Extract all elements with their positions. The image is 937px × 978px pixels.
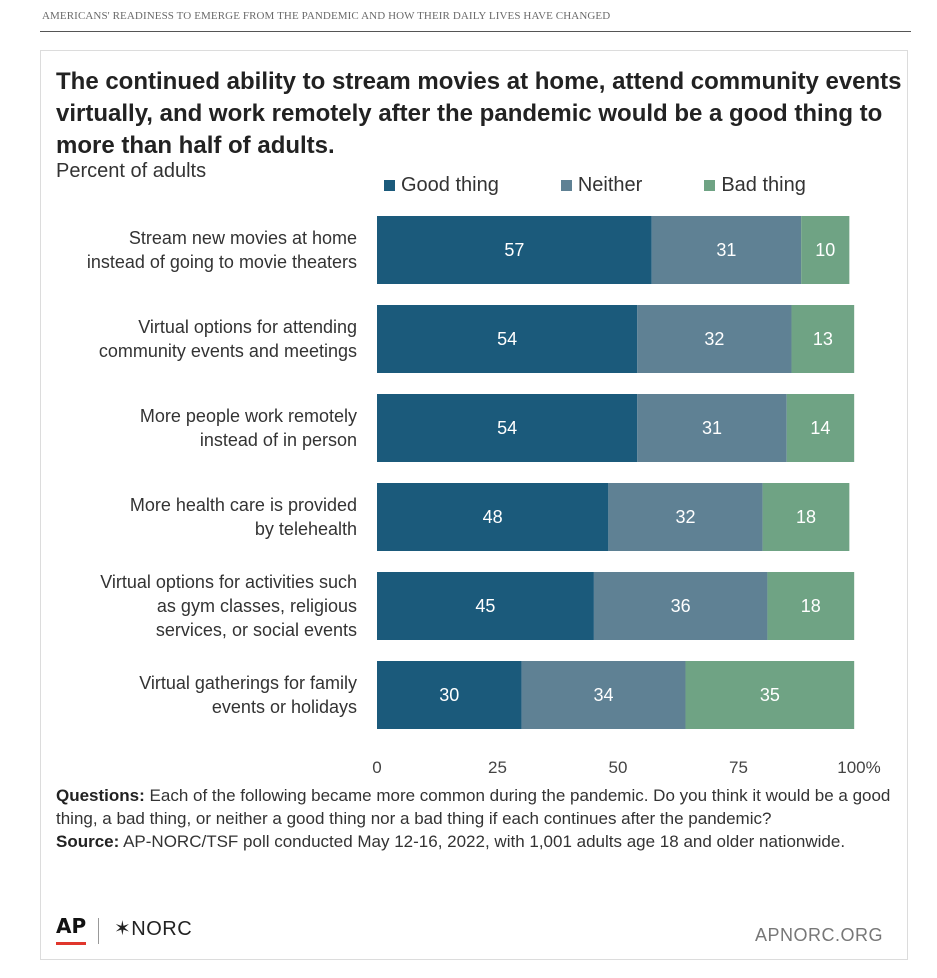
source-note: Source: AP-NORC/TSF poll conducted May 1… <box>56 830 901 853</box>
bar-bad-4 <box>767 572 855 640</box>
questions-text: Each of the following became more common… <box>56 786 891 828</box>
chart-title: The continued ability to stream movies a… <box>56 68 902 159</box>
value-label-bad-1: 13 <box>813 329 833 349</box>
value-label-bad-4: 18 <box>801 596 821 616</box>
bar-bad-5 <box>685 661 855 729</box>
stacked-bar-chart: 57 31 10 Stream new movies at home instead o… <box>87 216 881 777</box>
chart-legend: Good thing Neither Bad thing <box>384 172 806 198</box>
bar-neither-2 <box>637 394 787 462</box>
report-header: AMERICANS' READINESS TO EMERGE FROM THE … <box>42 10 611 22</box>
category-label-line: More health care is provided <box>130 495 357 515</box>
value-label-bad-2: 14 <box>810 418 830 438</box>
bar-bad-0 <box>801 216 850 284</box>
value-label-good-4: 45 <box>475 596 495 616</box>
bar-neither-4 <box>593 572 768 640</box>
bar-good-2 <box>377 394 638 462</box>
value-label-neither-0: 31 <box>716 240 736 260</box>
category-label-line: as gym classes, religious <box>157 596 357 616</box>
value-label-good-1: 54 <box>497 329 517 349</box>
legend-swatch-bad <box>704 179 716 191</box>
x-tick-label-2: 50 <box>609 758 628 777</box>
bar-good-4 <box>377 572 594 640</box>
x-tick-label-3: 75 <box>729 758 748 777</box>
value-label-neither-3: 32 <box>675 507 695 527</box>
value-label-neither-1: 32 <box>704 329 724 349</box>
source-text: AP-NORC/TSF poll conducted May 12-16, 20… <box>119 832 846 851</box>
x-tick-label-4: 100% <box>837 758 880 777</box>
category-label-5: Virtual gatherings for family events or h… <box>139 673 357 717</box>
ap-logo: AP <box>56 914 87 938</box>
value-label-neither-2: 31 <box>702 418 722 438</box>
x-tick-label-1: 25 <box>488 758 507 777</box>
value-label-good-5: 30 <box>439 685 459 705</box>
legend-neither: Neither <box>560 173 643 197</box>
category-label-2: More people work remotely instead of in p… <box>140 406 357 450</box>
bar-good-0 <box>377 216 652 284</box>
questions-note: Questions: Each of the following became … <box>56 784 901 830</box>
legend-swatch-good <box>384 179 395 191</box>
category-label-line: instead of in person <box>200 430 357 450</box>
bar-neither-5 <box>521 661 686 729</box>
category-label-line: More people work remotely <box>140 406 357 426</box>
category-label-line: instead of going to movie theaters <box>87 252 357 272</box>
category-label-line: community events and meetings <box>99 341 357 361</box>
category-label-line: Stream new movies at home <box>129 228 357 248</box>
value-label-good-2: 54 <box>497 418 517 438</box>
chart-subtitle: Percent of adults <box>56 160 207 182</box>
legend-swatch-neither <box>560 179 572 191</box>
category-label-line: Virtual gatherings for family <box>139 673 357 693</box>
value-label-good-3: 48 <box>483 507 503 527</box>
category-label-4: Virtual options for activities such as gy… <box>100 572 357 640</box>
questions-label: Questions: <box>56 786 145 805</box>
x-tick-label-0: 0 <box>372 758 381 777</box>
logo-divider <box>98 918 99 944</box>
value-label-bad-3: 18 <box>796 507 816 527</box>
bar-bad-3 <box>762 483 850 551</box>
category-label-line: Virtual options for activities such <box>100 572 357 592</box>
bar-good-1 <box>377 305 638 373</box>
category-label-line: events or holidays <box>212 697 357 717</box>
legend-label-good: Good thing <box>401 173 499 196</box>
value-label-neither-5: 34 <box>594 685 614 705</box>
category-label-line: services, or social events <box>156 620 357 640</box>
bar-bad-2 <box>786 394 855 462</box>
bar-good-3 <box>377 483 609 551</box>
category-label-1: Virtual options for attending community e… <box>99 317 357 361</box>
value-label-good-0: 57 <box>504 240 524 260</box>
category-label-line: by telehealth <box>255 519 357 539</box>
bar-bad-1 <box>791 305 855 373</box>
category-label-0: Stream new movies at home instead of goin… <box>87 228 357 272</box>
site-url: APNORC.ORG <box>754 925 883 945</box>
norc-logo: ✶NORC <box>114 918 193 940</box>
value-label-neither-4: 36 <box>671 596 691 616</box>
source-label: Source: <box>56 832 120 851</box>
category-label-line: Virtual options for attending <box>138 317 357 337</box>
legend-label-bad: Bad thing <box>721 173 806 196</box>
bar-good-5 <box>377 661 522 729</box>
legend-bad: Bad thing <box>704 174 806 197</box>
legend-good: Good thing <box>384 174 499 197</box>
category-label-3: More health care is provided by telehealt… <box>130 495 357 539</box>
chart-card <box>40 50 908 960</box>
header-divider <box>40 31 911 32</box>
value-label-bad-5: 35 <box>760 685 780 705</box>
bar-neither-3 <box>608 483 763 551</box>
bar-neither-1 <box>637 305 792 373</box>
ap-logo-underline <box>56 942 86 945</box>
chart-notes: Questions: Each of the following became … <box>56 784 901 853</box>
value-label-bad-0: 10 <box>815 240 835 260</box>
bar-neither-0 <box>651 216 802 284</box>
legend-label-neither: Neither <box>577 173 643 196</box>
